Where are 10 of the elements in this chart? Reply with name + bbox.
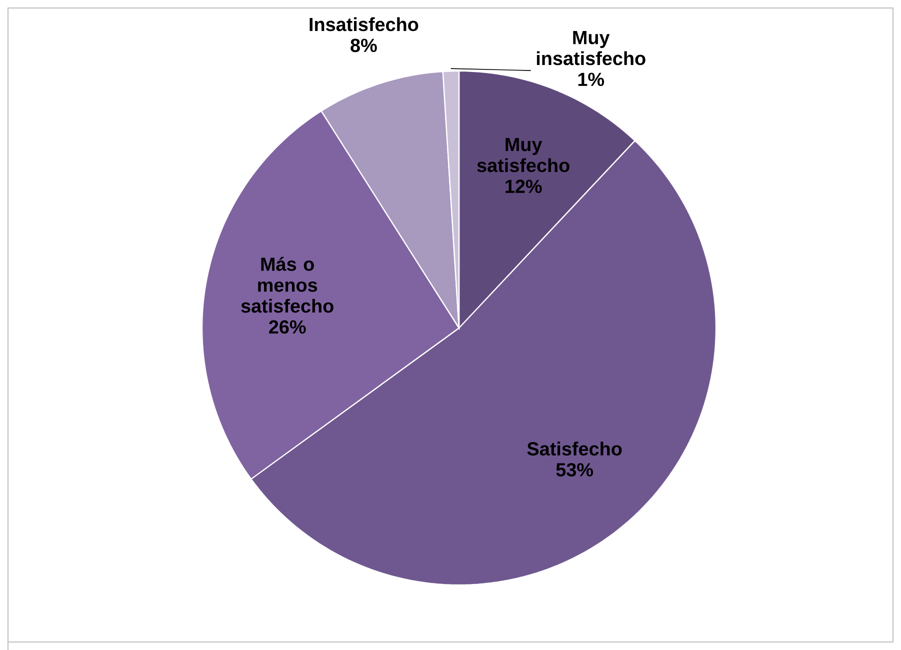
slice-label: Más o menos satisfecho bbox=[241, 256, 334, 313]
slice-label: Insatisfecho bbox=[310, 17, 418, 32]
slice-label: Muy satisfecho bbox=[477, 138, 570, 172]
data-label: 8% bbox=[350, 38, 377, 52]
slice-label: Muy insatisfecho bbox=[536, 31, 646, 66]
data-label: 26% bbox=[269, 320, 306, 334]
data-label: 1% bbox=[578, 72, 604, 86]
slice-label: Satisfecho bbox=[527, 442, 622, 456]
data-label: 12% bbox=[506, 180, 542, 194]
data-label: 53% bbox=[556, 463, 594, 477]
